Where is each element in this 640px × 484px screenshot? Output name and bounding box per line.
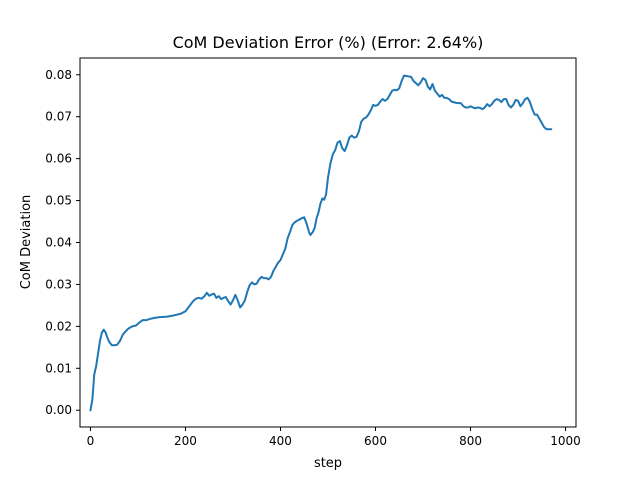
x-axis-label: step bbox=[314, 456, 342, 471]
x-tick-label: 400 bbox=[269, 434, 292, 448]
y-tick-label: 0.02 bbox=[45, 319, 72, 333]
y-tick-label: 0.05 bbox=[45, 194, 72, 208]
x-tick-label: 600 bbox=[364, 434, 387, 448]
y-tick-label: 0.08 bbox=[45, 68, 72, 82]
plot-frame bbox=[79, 57, 577, 428]
x-tick-label: 800 bbox=[459, 434, 482, 448]
x-tick-label: 200 bbox=[174, 434, 197, 448]
series-line bbox=[89, 74, 553, 412]
x-tick-label: 0 bbox=[87, 434, 95, 448]
y-tick-label: 0.04 bbox=[45, 236, 72, 250]
y-tick-label: 0.07 bbox=[45, 110, 72, 124]
y-tick-label: 0.06 bbox=[45, 152, 72, 166]
y-axis-ticks: 0.00 0.01 0.02 0.03 0.04 0.05 0.06 0.07 0.08 bbox=[45, 68, 80, 417]
y-tick-label: 0.03 bbox=[45, 277, 72, 291]
x-tick-label: 1000 bbox=[550, 434, 581, 448]
y-axis-label: CoM Deviation bbox=[19, 195, 34, 290]
x-axis-ticks: 0 200 400 600 800 1000 bbox=[87, 427, 581, 448]
y-tick-label: 0.00 bbox=[45, 403, 72, 417]
y-tick-label: 0.01 bbox=[45, 361, 72, 375]
chart-title: CoM Deviation Error (%) (Error: 2.64%) bbox=[173, 33, 484, 52]
